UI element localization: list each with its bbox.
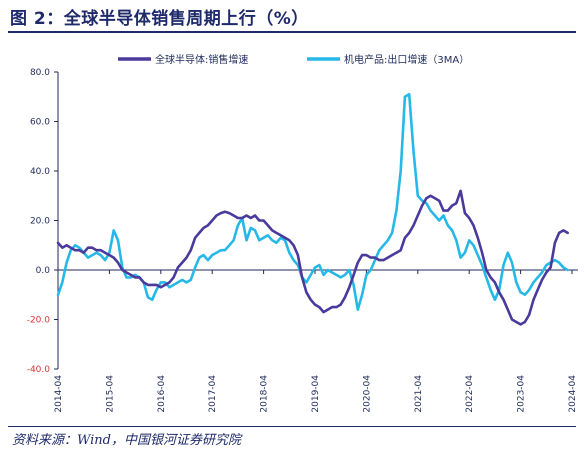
y-tick-label: -40.0 xyxy=(27,365,51,375)
y-tick-label: -20.0 xyxy=(27,316,51,326)
y-tick-label: 80.0 xyxy=(30,68,50,78)
x-tick-label: 2019-04 xyxy=(311,375,321,413)
y-tick-label: 0.0 xyxy=(36,266,51,276)
x-tick-label: 2017-04 xyxy=(208,375,218,413)
series-group xyxy=(56,93,569,326)
x-tick-label: 2018-04 xyxy=(260,375,270,413)
source-rule xyxy=(8,426,576,427)
legend-label-semiconductor: 全球半导体:销售增速 xyxy=(155,53,248,66)
x-tick-label: 2020-04 xyxy=(362,375,372,413)
x-tick-label: 2024-04 xyxy=(568,375,578,413)
x-tick-label: 2023-04 xyxy=(517,375,527,413)
x-axis: 2014-04 2015-04 2016-04 2017-04 2018-04 2019-… xyxy=(54,269,578,413)
series-line-semiconductor xyxy=(56,189,569,326)
chart-title: 图 2：全球半导体销售周期上行（%） xyxy=(10,9,309,29)
legend: 全球半导体:销售增速 机电产品:出口增速（3MA） xyxy=(118,53,469,66)
y-tick-label: 20.0 xyxy=(30,217,50,227)
x-tick-label: 2022-04 xyxy=(465,375,475,413)
y-tick-label: 40.0 xyxy=(30,167,50,177)
x-tick-label: 2021-04 xyxy=(414,375,424,413)
y-axis: 80.0 60.0 40.0 20.0 0.0 -20.0 -40.0 xyxy=(27,68,59,375)
title-rule xyxy=(8,31,576,33)
line-chart: 全球半导体:销售增速 机电产品:出口增速（3MA） 80.0 60.0 40.0 20… xyxy=(27,53,578,413)
y-tick-label: 60.0 xyxy=(30,118,50,128)
x-tick-label: 2015-04 xyxy=(105,375,115,413)
x-tick-label: 2016-04 xyxy=(157,375,167,413)
legend-label-export: 机电产品:出口增速（3MA） xyxy=(344,53,469,66)
source-note: 资料来源：Wind，中国银河证券研究院 xyxy=(12,433,241,448)
x-tick-label: 2014-04 xyxy=(54,375,64,413)
